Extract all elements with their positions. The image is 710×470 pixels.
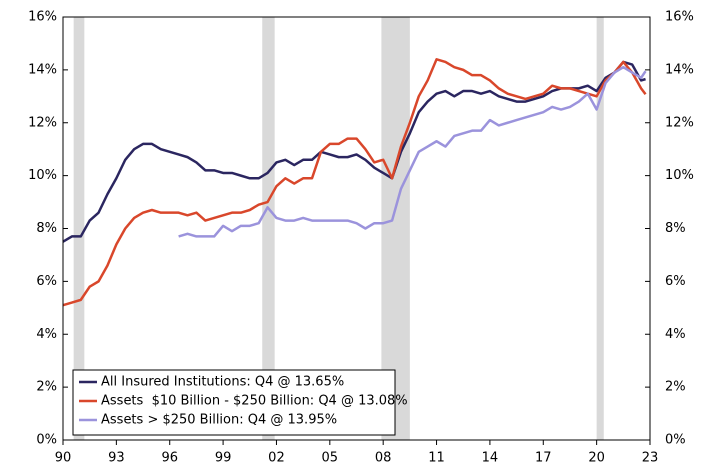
legend-label: Assets > $250 Billion: Q4 @ 13.95% [101,413,337,428]
y2-tick-label: 8% [665,221,686,236]
y2-tick-label: 2% [665,380,686,395]
x-tick-label: 23 [642,451,659,466]
x-tick-label: 20 [588,451,605,466]
y-tick-label: 0% [36,433,57,448]
y2-tick-label: 12% [665,115,694,130]
x-tick-label: 14 [482,451,499,466]
y-tick-label: 10% [28,168,57,183]
x-tick-label: 11 [428,451,445,466]
y-tick-label: 8% [36,221,57,236]
x-tick-label: 90 [55,451,72,466]
y-tick-label: 16% [28,10,57,25]
y2-tick-label: 0% [665,433,686,448]
y2-tick-label: 6% [665,274,686,289]
recession-band [262,17,275,440]
y2-tick-label: 10% [665,168,694,183]
y-tick-label: 4% [36,327,57,342]
y-tick-label: 2% [36,380,57,395]
y-tick-label: 12% [28,115,57,130]
y-tick-label: 6% [36,274,57,289]
x-tick-label: 99 [215,451,232,466]
series-line [62,60,646,243]
legend-box [72,369,396,436]
recession-band [73,17,85,440]
y2-tick-label: 16% [665,10,694,25]
y2-tick-label: 4% [665,327,686,342]
series-line [62,58,647,307]
x-tick-label: 02 [268,451,285,466]
x-tick-label: 08 [375,451,392,466]
y2-tick-label: 14% [665,62,694,77]
x-tick-label: 93 [108,451,125,466]
legend-label: Assets $10 Billion - $250 Billion: Q4 @ … [101,394,408,409]
legend-label: All Insured Institutions: Q4 @ 13.65% [101,375,344,390]
x-tick-label: 96 [161,451,178,466]
x-tick-label: 05 [322,451,339,466]
y-tick-label: 14% [28,62,57,77]
x-tick-label: 17 [535,451,552,466]
series-line [178,65,647,238]
recession-band [596,17,604,440]
